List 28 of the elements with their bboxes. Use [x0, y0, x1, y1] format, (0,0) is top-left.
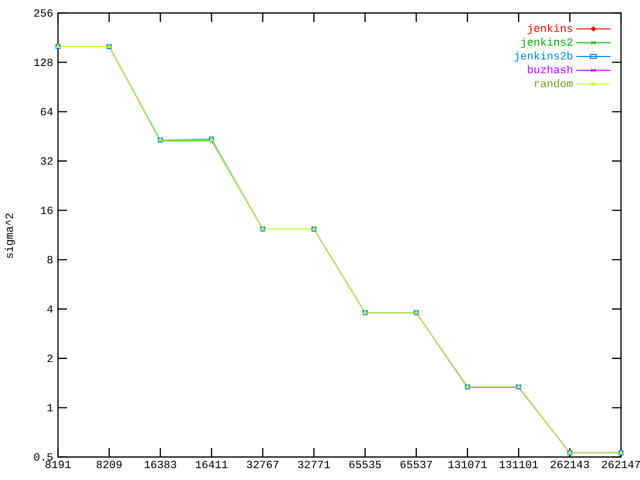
y-tick-label: 8 [47, 256, 53, 264]
x-tick-label: 32767 [246, 460, 278, 468]
x-tick-label: 131101 [500, 460, 538, 468]
legend-label: random [534, 79, 573, 88]
x-tick-label: 262147 [602, 460, 640, 468]
y-tick-label: 32 [40, 157, 52, 165]
x-tick-label: 16411 [196, 460, 228, 468]
x-tick-label: 65537 [400, 460, 432, 468]
y-tick-label: 16 [40, 206, 53, 214]
x-tick-label: 8209 [96, 460, 122, 468]
y-tick-label: 64 [40, 108, 53, 116]
legend-label: jenkins2b [514, 52, 572, 62]
x-tick-label: 131071 [448, 460, 487, 468]
y-tick-label: 1 [47, 404, 53, 412]
x-tick-label: 262143 [550, 460, 589, 468]
legend-label: buzhash [528, 65, 572, 74]
legend-label: jenkins2 [520, 38, 572, 48]
y-axis-title: sigma^2 [4, 214, 16, 258]
y-tick-label: 0.5 [34, 453, 53, 461]
x-tick-label: 65535 [349, 460, 381, 468]
y-tick-label: 128 [34, 58, 53, 66]
x-tick-label: 16383 [144, 460, 176, 468]
x-tick-label: 32771 [298, 460, 330, 468]
x-tick-label: 8191 [46, 460, 71, 468]
y-tick-label: 256 [34, 9, 53, 17]
legend-label: jenkins [528, 24, 572, 34]
y-tick-label: 4 [47, 305, 53, 313]
y-tick-label: 2 [47, 354, 53, 362]
